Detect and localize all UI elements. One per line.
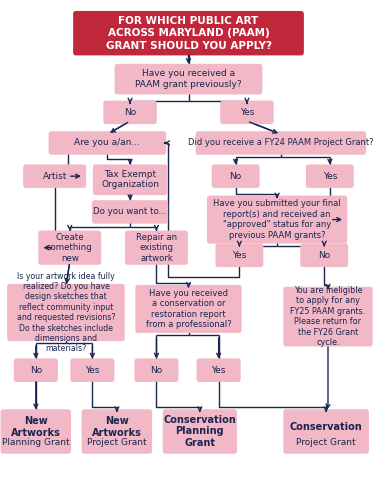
FancyBboxPatch shape [23, 165, 86, 188]
Text: Yes: Yes [232, 251, 247, 260]
FancyBboxPatch shape [284, 409, 369, 454]
Text: No: No [124, 108, 136, 117]
Text: Planning Grant: Planning Grant [2, 438, 70, 447]
Text: Yes: Yes [323, 172, 337, 180]
FancyBboxPatch shape [7, 284, 125, 341]
Text: Project Grant: Project Grant [87, 438, 147, 447]
Text: Have you submitted your final
report(s) and received an
"approved" status for an: Have you submitted your final report(s) … [213, 200, 341, 240]
Text: No: No [150, 366, 162, 375]
Text: New
Artworks: New Artworks [92, 416, 142, 438]
Text: Tax Exempt
Organization: Tax Exempt Organization [101, 170, 159, 190]
FancyBboxPatch shape [92, 200, 168, 224]
Text: Are you a/an...: Are you a/an... [74, 138, 141, 147]
Text: Repair an
existing
artwork: Repair an existing artwork [136, 233, 177, 263]
Text: Yes: Yes [211, 366, 226, 375]
FancyBboxPatch shape [306, 165, 354, 188]
Text: FOR WHICH PUBLIC ART
ACROSS MARYLAND (PAAM)
GRANT SHOULD YOU APPLY?: FOR WHICH PUBLIC ART ACROSS MARYLAND (PA… [106, 16, 271, 50]
Text: Artist: Artist [43, 172, 67, 180]
Text: Create
something
new: Create something new [47, 233, 93, 263]
Text: Conservation
Planning
Grant: Conservation Planning Grant [164, 415, 236, 448]
FancyBboxPatch shape [163, 409, 237, 454]
FancyBboxPatch shape [134, 359, 179, 382]
Text: Is your artwork idea fully
realized? Do you have
design sketches that
reflect co: Is your artwork idea fully realized? Do … [17, 272, 115, 353]
Text: No: No [30, 366, 42, 375]
Text: Did you receive a FY24 PAAM Project Grant?: Did you receive a FY24 PAAM Project Gran… [188, 138, 374, 147]
FancyBboxPatch shape [38, 230, 101, 265]
FancyBboxPatch shape [70, 359, 115, 382]
FancyBboxPatch shape [197, 359, 241, 382]
FancyBboxPatch shape [115, 64, 262, 95]
FancyBboxPatch shape [212, 165, 259, 188]
FancyBboxPatch shape [284, 287, 372, 347]
FancyBboxPatch shape [1, 409, 71, 454]
Text: No: No [230, 172, 242, 180]
Text: Conservation: Conservation [290, 422, 362, 432]
Text: No: No [318, 251, 330, 260]
Text: You are ineligible
to apply for any
FY25 PAAM grants.
Please return for
the FY26: You are ineligible to apply for any FY25… [290, 286, 366, 347]
FancyBboxPatch shape [73, 11, 304, 55]
FancyBboxPatch shape [135, 285, 242, 333]
FancyBboxPatch shape [220, 101, 274, 124]
Text: Do you want to...: Do you want to... [93, 207, 167, 216]
FancyBboxPatch shape [300, 243, 348, 267]
FancyBboxPatch shape [81, 409, 152, 454]
Text: Yes: Yes [85, 366, 100, 375]
Text: Project Grant: Project Grant [296, 438, 356, 447]
Text: Yes: Yes [240, 108, 254, 117]
Text: Have you received a
PAAM grant previously?: Have you received a PAAM grant previousl… [135, 70, 242, 89]
FancyBboxPatch shape [49, 131, 166, 155]
FancyBboxPatch shape [207, 195, 347, 243]
FancyBboxPatch shape [125, 230, 188, 265]
FancyBboxPatch shape [103, 101, 157, 124]
FancyBboxPatch shape [93, 165, 167, 195]
Text: Have you received
a conservation or
restoration report
from a professional?: Have you received a conservation or rest… [146, 289, 231, 329]
FancyBboxPatch shape [216, 243, 263, 267]
FancyBboxPatch shape [14, 359, 58, 382]
Text: New
Artworks: New Artworks [11, 416, 61, 438]
FancyBboxPatch shape [196, 131, 366, 155]
